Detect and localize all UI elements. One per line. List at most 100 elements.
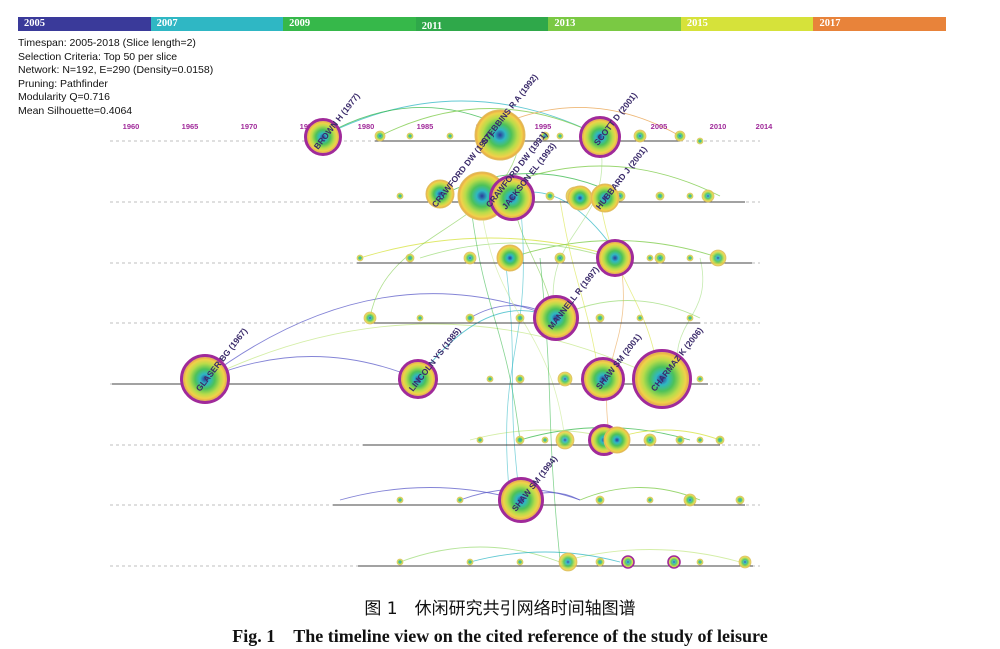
citation-arc — [204, 356, 419, 380]
citation-link — [504, 257, 521, 501]
reference-node — [466, 558, 474, 566]
stat-network: Network: N=192, E=290 (Density=0.0158) — [18, 64, 214, 77]
reference-node — [356, 254, 364, 262]
axis-year-label: 1965 — [182, 122, 199, 131]
reference-node — [515, 374, 525, 384]
axis-year-label: 2010 — [710, 122, 727, 131]
citation-arc — [204, 323, 661, 380]
minor-nodes — [356, 129, 752, 572]
cited-reference-node — [598, 241, 632, 275]
reference-node — [686, 314, 694, 322]
citation-arc — [399, 546, 561, 563]
cited-reference-node — [496, 244, 524, 272]
cited-reference-node — [425, 179, 455, 209]
reference-node — [595, 557, 605, 567]
reference-node — [545, 191, 555, 201]
reference-node — [463, 251, 477, 265]
stat-selection-criteria: Selection Criteria: Top 50 per slice — [18, 50, 178, 63]
network-statistics: Timespan: 2005-2018 (Slice length=2) Sel… — [18, 37, 213, 119]
citation-burst-ring — [498, 477, 544, 523]
reference-node — [396, 496, 404, 504]
stat-pruning: Pruning: Pathfinder — [18, 77, 108, 90]
year-segment-2007: 2007 — [150, 17, 284, 31]
year-segment-label: 2017 — [819, 18, 841, 29]
citation-link — [606, 257, 624, 441]
citation-link — [506, 199, 524, 501]
reference-node — [465, 313, 475, 323]
major-nodes — [180, 109, 692, 523]
axis-year-label: 2005 — [651, 122, 668, 131]
timeline-color-legend: 2005 2007 2009 2011 2013 2015 2017 — [18, 17, 947, 32]
year-segment-label: 2009 — [289, 18, 311, 29]
reference-node — [683, 493, 697, 507]
reference-node — [701, 189, 715, 203]
citation-burst-ring — [579, 116, 621, 158]
reference-node — [396, 558, 404, 566]
figure-caption-chinese: 图 1 休闲研究共引网络时间轴图谱 — [364, 599, 636, 619]
year-segment-label: 2005 — [24, 18, 45, 29]
reference-node — [686, 254, 694, 262]
citation-burst-ring — [632, 349, 692, 409]
reference-node — [446, 132, 454, 140]
reference-node — [416, 314, 424, 322]
reference-node — [554, 252, 566, 264]
reference-node — [675, 435, 685, 445]
cited-reference-node — [603, 426, 631, 454]
reference-node — [396, 192, 404, 200]
reference-node — [696, 137, 704, 145]
reference-node — [555, 430, 575, 450]
reference-node — [674, 130, 686, 142]
reference-node — [636, 314, 644, 322]
cited-reference-node — [590, 183, 620, 213]
citation-burst-ring — [596, 239, 634, 277]
figure-caption-english: Fig. 1 The timeline view on the cited re… — [232, 626, 768, 646]
year-segment-2011: 2011 — [415, 17, 549, 32]
citation-link — [369, 139, 521, 319]
reference-node — [558, 552, 578, 572]
year-segment-2005: 2005 — [18, 17, 151, 31]
year-segment-label: 2011 — [421, 21, 443, 32]
reference-node — [646, 496, 654, 504]
reference-node — [715, 435, 725, 445]
citation-arc — [339, 487, 521, 501]
reference-node — [476, 436, 484, 444]
citation-link — [552, 139, 603, 319]
cited-reference-node — [474, 109, 526, 161]
reference-node — [557, 371, 573, 387]
reference-node — [363, 311, 377, 325]
year-segment-label: 2007 — [156, 18, 178, 29]
cited-reference-node — [567, 185, 593, 211]
burst-ring — [621, 555, 635, 569]
year-segment-2009: 2009 — [283, 17, 416, 31]
citation-burst-ring — [180, 354, 230, 404]
year-segment-2017: 2017 — [813, 17, 947, 31]
reference-node — [374, 130, 386, 142]
citation-arc — [419, 242, 611, 259]
stat-silhouette: Mean Silhouette=0.4064 — [18, 104, 133, 117]
axis-year-label: 1960 — [123, 122, 140, 131]
reference-node — [633, 129, 647, 143]
stat-timespan: Timespan: 2005-2018 (Slice length=2) — [18, 37, 196, 49]
year-segment-2013: 2013 — [548, 17, 681, 31]
citation-arc — [204, 293, 556, 380]
citation-arc — [359, 237, 621, 259]
reference-node — [643, 433, 657, 447]
citation-links — [204, 100, 741, 563]
citation-burst-ring — [398, 359, 438, 399]
reference-node — [696, 436, 704, 444]
reference-node — [541, 436, 549, 444]
stat-modularity: Modularity Q=0.716 — [18, 91, 110, 104]
citation-link — [469, 199, 521, 441]
year-segment-label: 2015 — [686, 18, 708, 29]
timeline-network-diagram: 1960196519701975198019851990199520002005… — [110, 72, 773, 572]
citation-arc — [499, 106, 681, 137]
reference-node — [405, 253, 415, 263]
citation-burst-ring — [581, 357, 625, 401]
citation-burst-ring — [489, 175, 535, 221]
citation-arc — [322, 106, 501, 137]
reference-node — [486, 375, 494, 383]
citation-burst-ring — [304, 118, 342, 156]
reference-node — [595, 313, 605, 323]
reference-node — [709, 249, 727, 267]
axis-year-label: 1980 — [358, 122, 375, 131]
